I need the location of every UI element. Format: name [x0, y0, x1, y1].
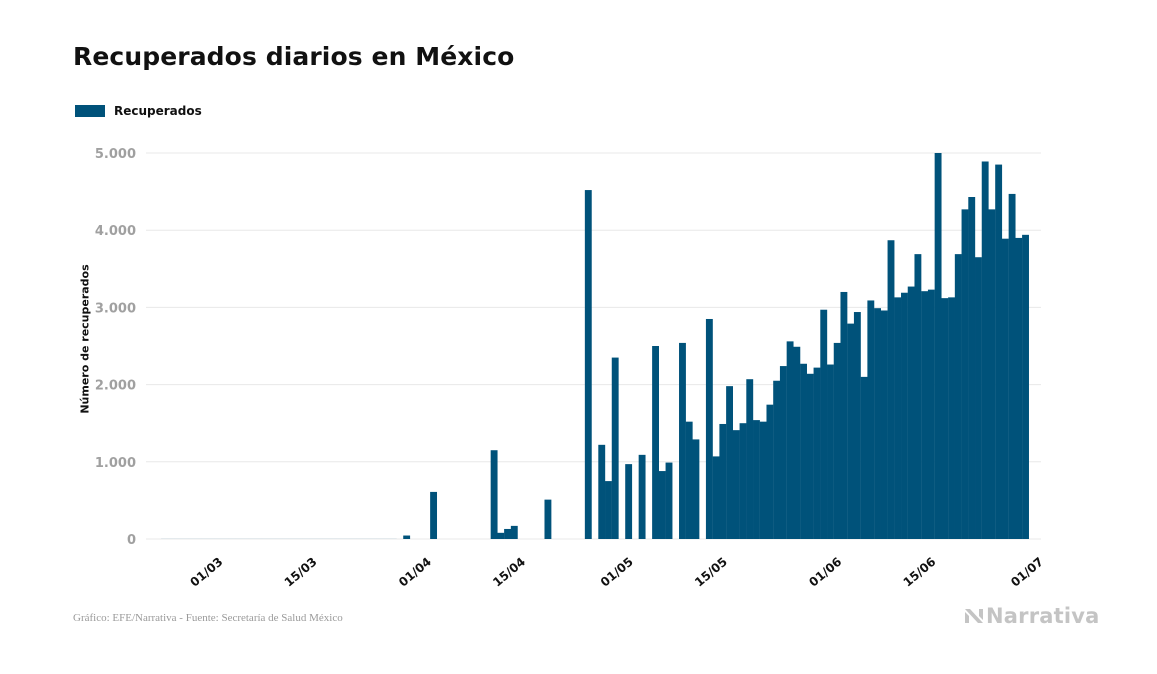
- bar: [726, 386, 733, 539]
- bar: [813, 367, 821, 539]
- bar: [753, 420, 760, 539]
- bar: [981, 161, 989, 540]
- bar: [732, 430, 740, 539]
- bar: [901, 292, 908, 539]
- bar: [820, 309, 828, 539]
- bar: [625, 464, 633, 539]
- bar: [894, 297, 902, 539]
- bar: [705, 318, 713, 539]
- bar: [840, 291, 848, 539]
- bar: [961, 209, 969, 540]
- bar: [652, 346, 659, 539]
- bar: [800, 363, 807, 539]
- y-tick-labels: 0 1.000 2.000 3.000 4.000 5.000: [95, 147, 136, 548]
- bar: [793, 346, 801, 539]
- bar: [746, 379, 754, 539]
- bar: [403, 535, 411, 539]
- x-tick-label: 01/07: [1008, 555, 1046, 590]
- bar: [739, 423, 747, 539]
- bar: [430, 491, 438, 539]
- bar: [927, 289, 935, 539]
- bars: [161, 153, 1029, 540]
- narrativa-logo: Narrativa: [964, 604, 1100, 628]
- bar: [914, 254, 922, 539]
- bar: [975, 257, 982, 539]
- bar: [806, 373, 814, 539]
- legend-swatch-recuperados: [75, 105, 105, 117]
- legend-label-recuperados: Recuperados: [114, 104, 202, 118]
- y-tick-label: 4.000: [95, 224, 136, 239]
- chart-legend: Recuperados: [75, 104, 202, 118]
- chart-title: Recuperados diarios en México: [73, 42, 515, 71]
- bar: [847, 323, 855, 539]
- x-tick-label: 01/03: [187, 555, 225, 590]
- bar: [773, 380, 781, 539]
- bar: [712, 456, 720, 539]
- bar: [719, 423, 727, 539]
- brand-name: Narrativa: [986, 604, 1100, 628]
- bar: [1001, 238, 1009, 539]
- bar: [860, 376, 868, 539]
- x-tick-label: 15/05: [692, 555, 730, 590]
- bar: [544, 499, 552, 539]
- bar: [685, 421, 693, 539]
- y-tick-label: 5.000: [95, 147, 136, 162]
- bar: [887, 240, 895, 540]
- bar: [874, 308, 881, 539]
- bar: [934, 153, 942, 539]
- x-tick-labels: 01/03 15/03 01/04 15/04 01/05 15/05 01/06 15/06…: [187, 555, 1046, 590]
- y-tick-label: 2.000: [95, 379, 136, 394]
- bar: [968, 197, 976, 539]
- bar: [867, 300, 875, 539]
- y-tick-label: 3.000: [95, 301, 136, 316]
- bar: [880, 310, 888, 539]
- x-tick-label: 01/06: [806, 555, 844, 590]
- bar: [692, 439, 700, 539]
- bar: [907, 286, 915, 539]
- bar: [786, 341, 794, 539]
- bar: [833, 342, 841, 539]
- bar: [638, 454, 646, 539]
- bar: [658, 471, 666, 539]
- x-tick-label: 15/04: [490, 555, 528, 590]
- bar: [948, 297, 955, 539]
- x-tick-label: 01/04: [396, 555, 434, 590]
- bar: [995, 164, 1003, 539]
- bar: [941, 298, 949, 539]
- bar: [611, 357, 619, 539]
- bar: [988, 209, 996, 540]
- x-tick-label: 15/03: [282, 555, 320, 590]
- bar: [1015, 237, 1023, 540]
- y-tick-label: 0: [127, 533, 136, 548]
- bar: [665, 462, 673, 539]
- bar: [584, 190, 592, 539]
- bar: [779, 366, 787, 539]
- bar: [510, 525, 518, 539]
- bar: [679, 342, 686, 539]
- bar: [827, 364, 834, 539]
- bar: [766, 404, 774, 539]
- source-credit: Gráfico: EFE/Narrativa - Fuente: Secreta…: [73, 612, 343, 624]
- y-tick-label: 1.000: [95, 456, 136, 471]
- x-tick-label: 15/06: [901, 555, 939, 590]
- bar: [759, 421, 767, 539]
- bar: [921, 291, 929, 539]
- bar: [1008, 193, 1016, 540]
- bar: [497, 532, 505, 539]
- bar: [1022, 234, 1029, 539]
- bar: [598, 444, 606, 539]
- bar: [954, 254, 962, 539]
- bar: [490, 450, 498, 539]
- narrativa-logo-icon: [965, 609, 983, 623]
- bar: [853, 312, 861, 539]
- bar: [504, 528, 511, 539]
- bar: [605, 481, 612, 539]
- x-tick-label: 01/05: [598, 555, 636, 590]
